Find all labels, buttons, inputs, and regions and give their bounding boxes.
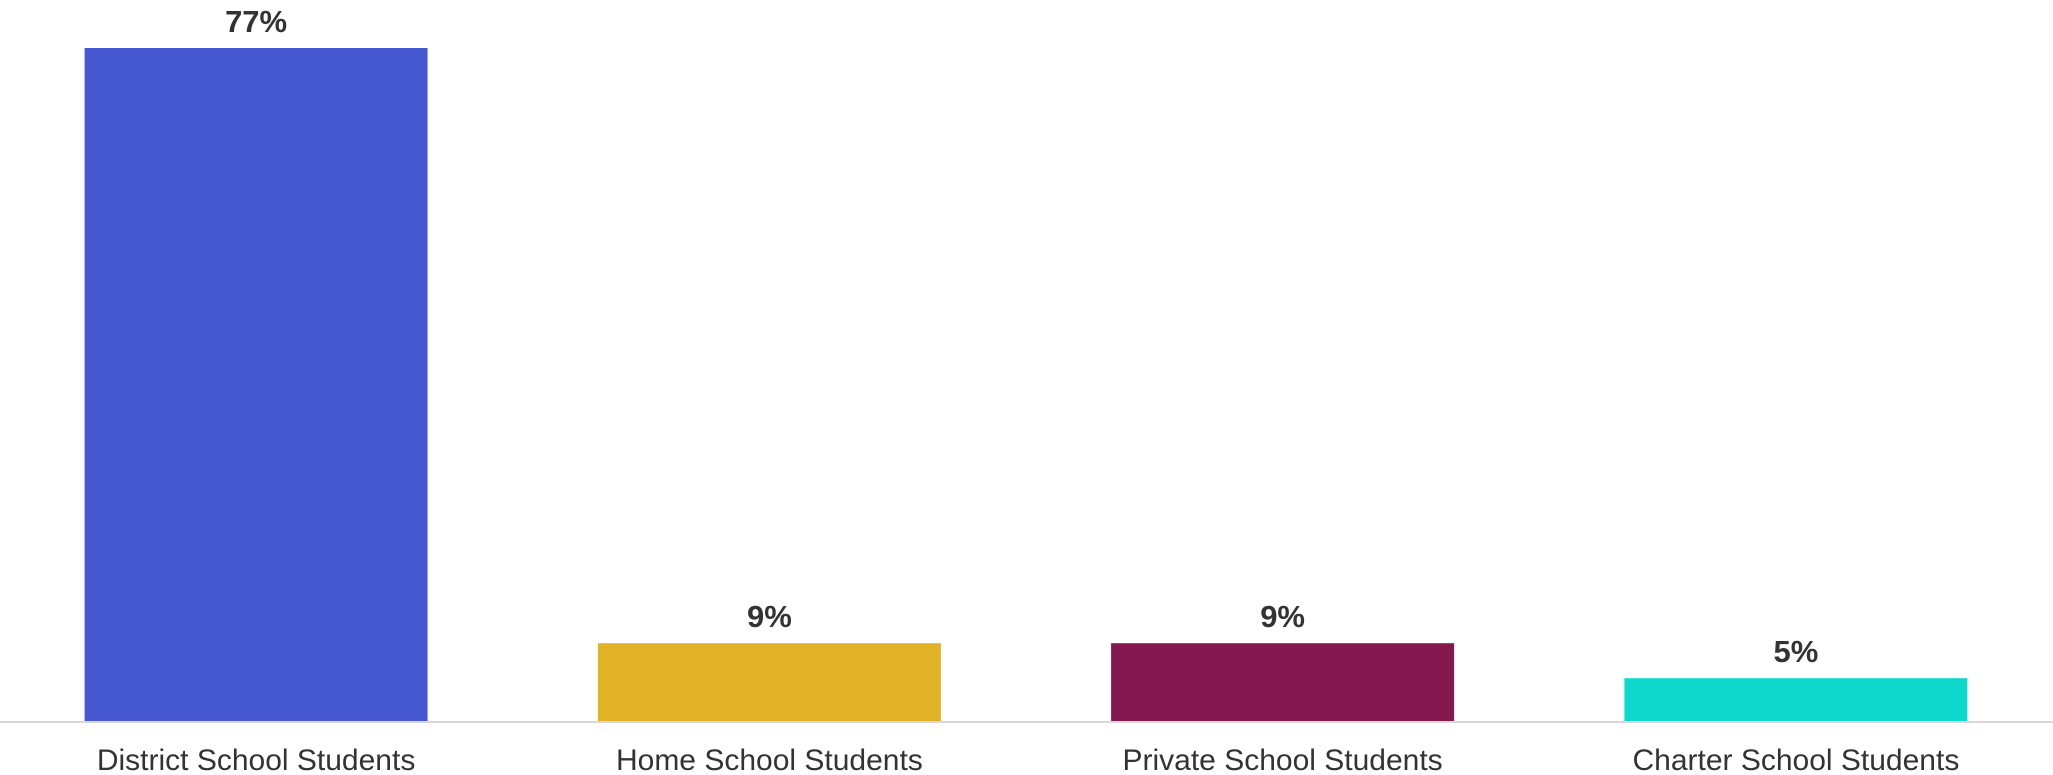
category-label-3: Charter School Students: [1632, 744, 1959, 775]
bar-0: [84, 48, 428, 722]
value-label-0: 77%: [225, 4, 287, 39]
value-label-2: 9%: [1260, 599, 1305, 634]
category-labels-group: District School Students Home School Stud…: [97, 744, 1959, 775]
bar-3: [1624, 678, 1968, 722]
category-label-1: Home School Students: [616, 744, 923, 775]
value-label-1: 9%: [747, 599, 792, 634]
bar-2: [1111, 643, 1455, 722]
bars-group: [84, 48, 1968, 722]
category-label-2: Private School Students: [1123, 744, 1443, 775]
category-label-0: District School Students: [97, 744, 415, 775]
bar-1: [597, 643, 941, 722]
value-label-3: 5%: [1773, 634, 1818, 669]
value-labels-group: 77% 9% 9% 5%: [225, 4, 1818, 669]
